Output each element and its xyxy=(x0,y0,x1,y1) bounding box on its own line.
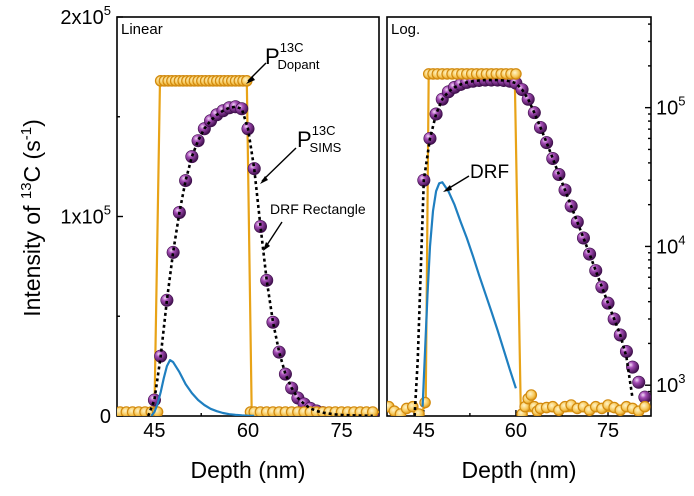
sims-point xyxy=(235,102,249,116)
fit-series-line xyxy=(146,105,373,416)
sims-point xyxy=(185,150,199,164)
arrow-head xyxy=(263,242,270,251)
series-group xyxy=(387,68,651,416)
sims-point xyxy=(595,280,609,294)
sims-point xyxy=(632,375,646,389)
sims-point xyxy=(552,167,566,181)
x-tick-label: 75 xyxy=(597,420,619,442)
annotation-drf: DRF xyxy=(470,162,509,183)
dopant_line-series-line xyxy=(420,72,645,413)
log-panel: 45 60 75 Depth (nm) 103 104 105 Log. DRF xyxy=(386,16,685,483)
sims-point xyxy=(619,344,633,358)
dopant-point xyxy=(639,400,651,413)
linear-panel: 45 60 75 Depth (nm) 0 1x105 2x105 Linear P13C Dop… xyxy=(60,3,380,483)
fit-series-line xyxy=(413,78,634,416)
panel-label: Log. xyxy=(391,21,420,38)
series-group xyxy=(117,75,379,416)
y-tick-label: 2x105 xyxy=(60,3,111,29)
y-tick-label: 104 xyxy=(656,232,685,258)
x-tick-label: 45 xyxy=(413,420,435,442)
sims-point xyxy=(429,107,443,121)
sims-point xyxy=(191,134,205,148)
arrow-head xyxy=(260,176,268,184)
sims-point xyxy=(260,273,274,287)
sims-point xyxy=(166,245,180,259)
annotation-sims: P13C SIMS xyxy=(297,123,342,155)
drf-series-line xyxy=(421,181,517,407)
sims-point xyxy=(589,264,603,278)
sims-point xyxy=(253,219,267,233)
annotation-fit: DRF Rectangle xyxy=(270,201,366,217)
annotation-dopant: P13C Dopant xyxy=(265,40,320,72)
x-axis-label: Depth (nm) xyxy=(190,457,305,483)
dopant-point xyxy=(525,389,538,401)
panel-label: Linear xyxy=(121,21,163,38)
x-tick-label: 60 xyxy=(237,420,259,442)
sims-point xyxy=(583,247,597,261)
arrow-head xyxy=(443,185,452,192)
y-tick-label: 105 xyxy=(656,94,685,120)
dopant-point xyxy=(510,68,522,80)
sims-point xyxy=(540,136,554,150)
y-tick-label: 1x105 xyxy=(60,203,111,229)
sims-point xyxy=(546,152,560,166)
sims-point xyxy=(179,174,193,188)
sims-point xyxy=(278,367,292,381)
y-axis-label: Intensity of 13C (s-1) xyxy=(18,119,45,317)
y-tick-label: 0 xyxy=(100,406,111,428)
x-tick-label: 75 xyxy=(330,420,352,442)
sims-point xyxy=(576,231,590,245)
sims-point xyxy=(272,345,286,359)
arrow-head xyxy=(246,76,255,84)
sims-point xyxy=(266,315,280,329)
sims-point xyxy=(247,162,261,176)
x-tick-label: 45 xyxy=(143,420,165,442)
dopant-point xyxy=(366,406,379,416)
x-tick-label: 60 xyxy=(505,420,527,442)
dopant-point xyxy=(419,396,431,409)
annotation-arrow xyxy=(261,147,297,182)
sims-point xyxy=(521,92,535,106)
annotation-arrow xyxy=(264,221,283,249)
y-tick-label: 103 xyxy=(656,371,685,397)
drf-series-line xyxy=(150,359,255,416)
x-axis-label: Depth (nm) xyxy=(461,457,576,483)
sims-point xyxy=(160,293,174,307)
